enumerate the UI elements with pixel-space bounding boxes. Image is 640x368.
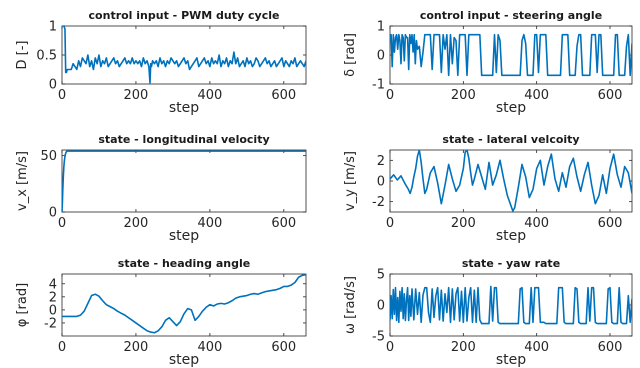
x-tick-label: 600 bbox=[598, 216, 623, 231]
y-axis-label: ω [rad/s] bbox=[343, 276, 358, 334]
x-axis-label: step bbox=[496, 228, 526, 244]
y-tick-label: -2 bbox=[372, 195, 385, 210]
y-tick-label: 0 bbox=[49, 78, 57, 93]
y-tick-label: 2 bbox=[49, 290, 57, 305]
chart-title: state - heading angle bbox=[118, 257, 250, 270]
x-tick-label: 200 bbox=[451, 216, 476, 231]
x-tick-label: 400 bbox=[524, 216, 549, 231]
y-tick-label: -1 bbox=[372, 78, 385, 93]
subplot-longitudinal-velocity: state - longitudinal velocity 0 200 400 600 0… bbox=[15, 133, 307, 244]
x-tick-label: 200 bbox=[451, 340, 476, 355]
x-tick-label: 0 bbox=[58, 216, 66, 231]
x-tick-label: 600 bbox=[271, 340, 296, 355]
x-tick-label: 400 bbox=[197, 216, 222, 231]
y-tick-label: 0 bbox=[49, 303, 57, 318]
axes-box bbox=[389, 273, 633, 337]
y-tick-label: 5 bbox=[377, 268, 385, 283]
x-tick-label: 600 bbox=[598, 88, 623, 103]
x-tick-label: 0 bbox=[58, 88, 66, 103]
x-tick-label: 0 bbox=[386, 216, 394, 231]
x-tick-label: 0 bbox=[386, 88, 394, 103]
series-line-heading bbox=[62, 274, 306, 334]
x-axis-label: step bbox=[496, 100, 526, 116]
y-tick-label: 50 bbox=[40, 149, 57, 164]
x-tick-label: 200 bbox=[124, 340, 149, 355]
y-tick-label: -5 bbox=[372, 330, 385, 345]
y-axis-label: φ [rad] bbox=[15, 283, 30, 327]
y-tick-label: 0 bbox=[377, 49, 385, 64]
series-line-steer bbox=[390, 33, 632, 77]
x-tick-label: 600 bbox=[598, 340, 623, 355]
x-tick-label: 400 bbox=[197, 340, 222, 355]
y-axis-label: v_x [m/s] bbox=[15, 151, 30, 211]
y-axis-label: D [-] bbox=[15, 41, 30, 70]
x-axis-label: step bbox=[496, 352, 526, 368]
y-tick-label: 0.5 bbox=[36, 49, 57, 64]
x-tick-label: 200 bbox=[124, 216, 149, 231]
x-axis-label: step bbox=[169, 228, 199, 244]
axes-box bbox=[61, 273, 307, 337]
chart-title: state - lateral velcoity bbox=[442, 133, 579, 146]
chart-title: state - yaw rate bbox=[462, 257, 560, 270]
y-tick-label: -2 bbox=[44, 316, 57, 331]
x-tick-label: 0 bbox=[386, 340, 394, 355]
chart-title: control input - steering angle bbox=[420, 9, 602, 22]
series-line-yaw bbox=[390, 285, 632, 325]
x-tick-label: 400 bbox=[197, 88, 222, 103]
series-line-pwm bbox=[62, 26, 306, 84]
y-tick-label: 4 bbox=[49, 277, 57, 292]
subplot-pwm: control input - PWM duty cycle 0 200 400 600… bbox=[15, 9, 307, 116]
y-tick-label: 0 bbox=[377, 175, 385, 190]
series-line-vy bbox=[390, 150, 632, 212]
subplot-steering: control input - steering angle 0 200 400 600… bbox=[343, 9, 633, 116]
series-line-vx bbox=[62, 150, 306, 212]
y-tick-label: 0 bbox=[377, 299, 385, 314]
y-axis-label: v_y [m/s] bbox=[343, 151, 358, 211]
x-tick-label: 400 bbox=[524, 88, 549, 103]
chart-title: state - longitudinal velocity bbox=[98, 133, 269, 146]
chart-title: control input - PWM duty cycle bbox=[89, 9, 280, 22]
x-axis-label: step bbox=[169, 100, 199, 116]
x-axis-label: step bbox=[169, 352, 199, 368]
x-tick-label: 600 bbox=[271, 88, 296, 103]
x-tick-label: 200 bbox=[451, 88, 476, 103]
x-tick-label: 400 bbox=[524, 340, 549, 355]
axes-box bbox=[61, 149, 307, 213]
y-tick-label: 2 bbox=[377, 154, 385, 169]
x-tick-label: 600 bbox=[271, 216, 296, 231]
x-tick-label: 200 bbox=[124, 88, 149, 103]
y-tick-label: 1 bbox=[377, 20, 385, 35]
y-axis-label: δ [rad] bbox=[343, 33, 358, 77]
x-tick-label: 0 bbox=[58, 340, 66, 355]
y-tick-label: 1 bbox=[49, 20, 57, 35]
y-tick-label: 0 bbox=[49, 206, 57, 221]
